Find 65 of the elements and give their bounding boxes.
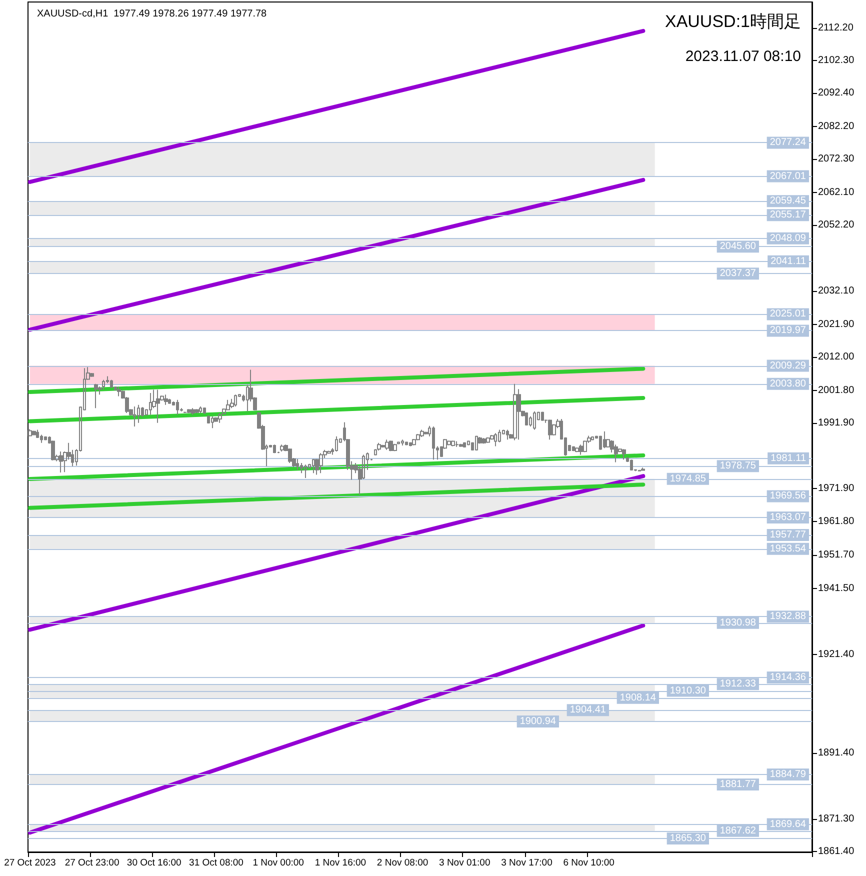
y-tick-label: 1951.70 bbox=[818, 549, 855, 560]
ref-line-label: 1978.75 bbox=[720, 460, 756, 472]
ref-line-label: 1900.94 bbox=[520, 716, 556, 728]
ref-line-label: 1881.77 bbox=[720, 778, 756, 790]
ref-line-label: 1932.88 bbox=[770, 611, 806, 622]
y-tick-label: 2062.10 bbox=[818, 186, 855, 198]
ref-line-label: 1910.30 bbox=[670, 685, 706, 696]
y-tick-label: 2092.40 bbox=[818, 87, 855, 98]
ref-line-label: 2025.01 bbox=[770, 308, 806, 320]
y-tick-label: 2012.00 bbox=[818, 351, 855, 362]
x-tick-label: 3 Nov 01:00 bbox=[439, 858, 490, 868]
text: XAUUSD:1時間足 bbox=[664, 12, 802, 31]
x-tick-label: 2 Nov 08:00 bbox=[376, 858, 428, 868]
ref-line-label: 2019.97 bbox=[770, 325, 806, 336]
ref-line-label: 2077.24 bbox=[770, 137, 806, 148]
ref-line-label: 1904.41 bbox=[570, 704, 606, 716]
y-tick-label: 1871.30 bbox=[818, 813, 855, 824]
ref-line-label: 2055.17 bbox=[770, 210, 806, 221]
ref-line-label: 2041.11 bbox=[770, 256, 806, 267]
ref-line-label: 2045.60 bbox=[720, 241, 756, 252]
ref-line-label: 1908.14 bbox=[620, 692, 656, 704]
ref-line-label: 2009.29 bbox=[770, 360, 806, 372]
y-tick-label: 1861.40 bbox=[818, 846, 855, 857]
text: 2023.11.07 08:10 bbox=[685, 48, 802, 65]
ref-line-label: 1981.11 bbox=[770, 452, 806, 464]
y-tick-label: 1961.80 bbox=[818, 516, 855, 528]
y-tick-label: 2082.20 bbox=[818, 120, 855, 132]
ref-line-label: 1865.30 bbox=[670, 833, 706, 844]
y-tick-label: 2052.20 bbox=[818, 219, 855, 230]
x-tick-label: 31 Oct 08:00 bbox=[189, 858, 244, 868]
ref-line-label: 2048.09 bbox=[770, 232, 806, 244]
ref-line-label: 1869.64 bbox=[770, 818, 806, 830]
x-tick-label: 30 Oct 16:00 bbox=[126, 858, 182, 868]
y-tick-label: 1971.90 bbox=[818, 483, 855, 494]
ref-line-label: 1969.56 bbox=[770, 490, 806, 502]
x-tick-label: 27 Oct 2023 bbox=[4, 858, 56, 868]
ref-line-label: 1914.36 bbox=[770, 672, 806, 683]
x-tick-label: 1 Nov 16:00 bbox=[314, 858, 366, 868]
y-tick-label: 1941.50 bbox=[818, 582, 855, 594]
ref-line-label: 1963.07 bbox=[770, 512, 806, 524]
y-tick-label: 2032.10 bbox=[818, 285, 855, 296]
x-tick-label: 1 Nov 00:00 bbox=[252, 858, 304, 868]
ref-line-label: 2037.37 bbox=[720, 268, 756, 280]
y-tick-label: 1921.40 bbox=[818, 648, 855, 660]
x-tick-label: 3 Nov 17:00 bbox=[501, 858, 552, 868]
ref-line-label: 1912.33 bbox=[720, 678, 756, 690]
y-tick-label: 1891.40 bbox=[818, 747, 855, 758]
ref-line-label: 2059.45 bbox=[770, 196, 806, 207]
ref-line-label: 1974.85 bbox=[670, 473, 706, 484]
ref-line-label: 1930.98 bbox=[720, 617, 756, 628]
ref-line-label: 1957.77 bbox=[770, 529, 806, 540]
x-tick-label: 27 Oct 23:00 bbox=[64, 858, 120, 868]
y-tick-label: 1991.90 bbox=[818, 417, 855, 428]
ref-line-label: 1953.54 bbox=[770, 543, 806, 554]
y-tick-label: 2001.80 bbox=[818, 384, 855, 396]
y-tick-label: 2021.90 bbox=[818, 318, 855, 330]
y-tick-label: 2102.30 bbox=[818, 54, 855, 66]
y-tick-label: 2072.30 bbox=[818, 153, 855, 164]
annotation: XAUUSD-cd,H1 1977.49 1978.26 1977.49 1977.78 bbox=[37, 8, 268, 20]
ref-line-label: 1867.62 bbox=[720, 825, 756, 836]
x-tick-label: 6 Nov 10:00 bbox=[563, 858, 614, 868]
ref-line-label: 2067.01 bbox=[770, 170, 806, 182]
y-tick-label: 2112.20 bbox=[818, 22, 854, 34]
ref-line-label: 1884.79 bbox=[770, 769, 806, 780]
ref-line-label: 2003.80 bbox=[770, 378, 806, 390]
